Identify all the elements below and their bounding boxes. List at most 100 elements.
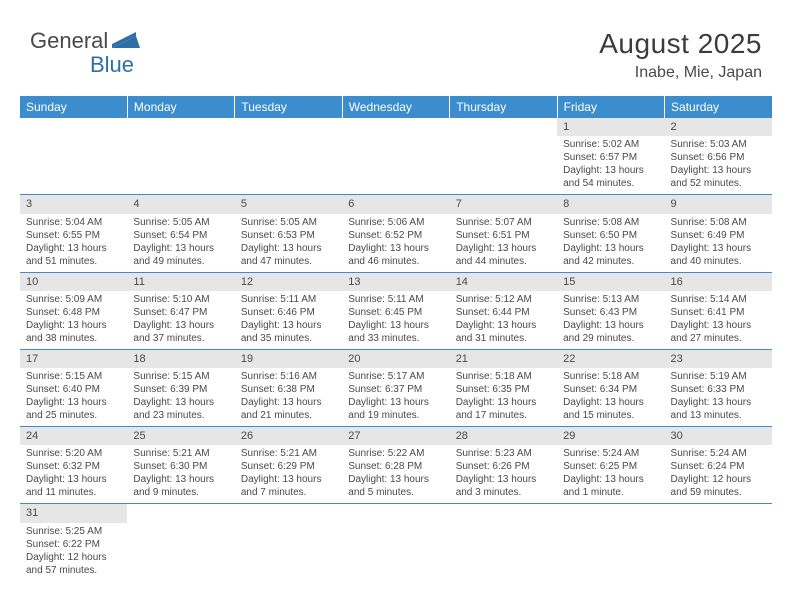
calendar-cell	[20, 118, 127, 195]
logo-text-general: General	[30, 28, 108, 54]
sunset-line: Sunset: 6:50 PM	[563, 229, 660, 242]
calendar-cell	[127, 118, 234, 195]
month-title: August 2025	[599, 28, 762, 60]
sunset-line: Sunset: 6:44 PM	[456, 306, 553, 319]
day-number: 1	[557, 118, 664, 136]
calendar-cell: 16Sunrise: 5:14 AMSunset: 6:41 PMDayligh…	[665, 272, 772, 349]
daylight-line-2: and 9 minutes.	[133, 486, 230, 499]
dayhead-thursday: Thursday	[450, 96, 557, 118]
day-number: 25	[127, 427, 234, 445]
daylight-line-2: and 54 minutes.	[563, 177, 660, 190]
sunrise-line: Sunrise: 5:05 AM	[241, 216, 338, 229]
calendar-cell: 20Sunrise: 5:17 AMSunset: 6:37 PMDayligh…	[342, 349, 449, 426]
daylight-line-1: Daylight: 13 hours	[456, 473, 553, 486]
daylight-line-2: and 52 minutes.	[671, 177, 768, 190]
sunset-line: Sunset: 6:47 PM	[133, 306, 230, 319]
day-number: 27	[342, 427, 449, 445]
sunrise-line: Sunrise: 5:14 AM	[671, 293, 768, 306]
sunset-line: Sunset: 6:43 PM	[563, 306, 660, 319]
sunset-line: Sunset: 6:35 PM	[456, 383, 553, 396]
daylight-line-2: and 57 minutes.	[26, 564, 123, 577]
calendar-cell: 26Sunrise: 5:21 AMSunset: 6:29 PMDayligh…	[235, 427, 342, 504]
sunset-line: Sunset: 6:32 PM	[26, 460, 123, 473]
sunrise-line: Sunrise: 5:09 AM	[26, 293, 123, 306]
day-number: 9	[665, 195, 772, 213]
calendar-cell	[450, 118, 557, 195]
title-block: August 2025 Inabe, Mie, Japan	[599, 28, 762, 82]
daylight-line-2: and 17 minutes.	[456, 409, 553, 422]
daylight-line-1: Daylight: 13 hours	[348, 473, 445, 486]
sunrise-line: Sunrise: 5:05 AM	[133, 216, 230, 229]
calendar-cell: 3Sunrise: 5:04 AMSunset: 6:55 PMDaylight…	[20, 195, 127, 272]
daylight-line-2: and 3 minutes.	[456, 486, 553, 499]
sunset-line: Sunset: 6:24 PM	[671, 460, 768, 473]
daylight-line-1: Daylight: 13 hours	[348, 319, 445, 332]
sunset-line: Sunset: 6:41 PM	[671, 306, 768, 319]
day-number: 7	[450, 195, 557, 213]
day-number: 18	[127, 350, 234, 368]
sunset-line: Sunset: 6:49 PM	[671, 229, 768, 242]
daylight-line-2: and 13 minutes.	[671, 409, 768, 422]
daylight-line-1: Daylight: 13 hours	[671, 319, 768, 332]
sunrise-line: Sunrise: 5:16 AM	[241, 370, 338, 383]
daylight-line-1: Daylight: 13 hours	[563, 473, 660, 486]
sunset-line: Sunset: 6:48 PM	[26, 306, 123, 319]
day-number: 13	[342, 273, 449, 291]
sunrise-line: Sunrise: 5:13 AM	[563, 293, 660, 306]
daylight-line-2: and 35 minutes.	[241, 332, 338, 345]
sunrise-line: Sunrise: 5:18 AM	[563, 370, 660, 383]
daylight-line-2: and 23 minutes.	[133, 409, 230, 422]
calendar-cell: 7Sunrise: 5:07 AMSunset: 6:51 PMDaylight…	[450, 195, 557, 272]
daylight-line-2: and 19 minutes.	[348, 409, 445, 422]
sunset-line: Sunset: 6:39 PM	[133, 383, 230, 396]
calendar-cell: 9Sunrise: 5:08 AMSunset: 6:49 PMDaylight…	[665, 195, 772, 272]
day-number: 11	[127, 273, 234, 291]
sunrise-line: Sunrise: 5:15 AM	[133, 370, 230, 383]
daylight-line-1: Daylight: 13 hours	[671, 242, 768, 255]
sunset-line: Sunset: 6:40 PM	[26, 383, 123, 396]
sunset-line: Sunset: 6:37 PM	[348, 383, 445, 396]
daylight-line-1: Daylight: 13 hours	[563, 164, 660, 177]
day-number: 20	[342, 350, 449, 368]
calendar-cell: 8Sunrise: 5:08 AMSunset: 6:50 PMDaylight…	[557, 195, 664, 272]
daylight-line-2: and 59 minutes.	[671, 486, 768, 499]
dayhead-wednesday: Wednesday	[342, 96, 449, 118]
day-number: 23	[665, 350, 772, 368]
calendar-cell: 17Sunrise: 5:15 AMSunset: 6:40 PMDayligh…	[20, 349, 127, 426]
sunset-line: Sunset: 6:53 PM	[241, 229, 338, 242]
sunrise-line: Sunrise: 5:25 AM	[26, 525, 123, 538]
day-number: 3	[20, 195, 127, 213]
daylight-line-1: Daylight: 13 hours	[456, 396, 553, 409]
sunrise-line: Sunrise: 5:10 AM	[133, 293, 230, 306]
sunrise-line: Sunrise: 5:21 AM	[133, 447, 230, 460]
daylight-line-1: Daylight: 13 hours	[241, 319, 338, 332]
calendar-cell	[342, 118, 449, 195]
daylight-line-2: and 47 minutes.	[241, 255, 338, 268]
calendar-cell: 10Sunrise: 5:09 AMSunset: 6:48 PMDayligh…	[20, 272, 127, 349]
daylight-line-1: Daylight: 13 hours	[456, 319, 553, 332]
sunset-line: Sunset: 6:57 PM	[563, 151, 660, 164]
sunset-line: Sunset: 6:33 PM	[671, 383, 768, 396]
sunset-line: Sunset: 6:46 PM	[241, 306, 338, 319]
calendar-cell: 22Sunrise: 5:18 AMSunset: 6:34 PMDayligh…	[557, 349, 664, 426]
sunrise-line: Sunrise: 5:07 AM	[456, 216, 553, 229]
calendar-cell: 23Sunrise: 5:19 AMSunset: 6:33 PMDayligh…	[665, 349, 772, 426]
sunset-line: Sunset: 6:52 PM	[348, 229, 445, 242]
calendar-cell	[127, 504, 234, 581]
day-number: 5	[235, 195, 342, 213]
daylight-line-1: Daylight: 12 hours	[671, 473, 768, 486]
daylight-line-2: and 40 minutes.	[671, 255, 768, 268]
calendar-cell: 1 Sunrise: 5:02 AMSunset: 6:57 PMDaylight…	[557, 118, 664, 195]
sunset-line: Sunset: 6:56 PM	[671, 151, 768, 164]
daylight-line-1: Daylight: 13 hours	[563, 396, 660, 409]
sunrise-line: Sunrise: 5:24 AM	[563, 447, 660, 460]
calendar-row: 3Sunrise: 5:04 AMSunset: 6:55 PMDaylight…	[20, 195, 772, 272]
daylight-line-2: and 27 minutes.	[671, 332, 768, 345]
calendar-cell: 24Sunrise: 5:20 AMSunset: 6:32 PMDayligh…	[20, 427, 127, 504]
calendar-cell: 29Sunrise: 5:24 AMSunset: 6:25 PMDayligh…	[557, 427, 664, 504]
sunrise-line: Sunrise: 5:02 AM	[563, 138, 660, 151]
dayhead-friday: Friday	[557, 96, 664, 118]
calendar-cell: 27Sunrise: 5:22 AMSunset: 6:28 PMDayligh…	[342, 427, 449, 504]
daylight-line-1: Daylight: 13 hours	[456, 242, 553, 255]
daylight-line-1: Daylight: 13 hours	[241, 396, 338, 409]
